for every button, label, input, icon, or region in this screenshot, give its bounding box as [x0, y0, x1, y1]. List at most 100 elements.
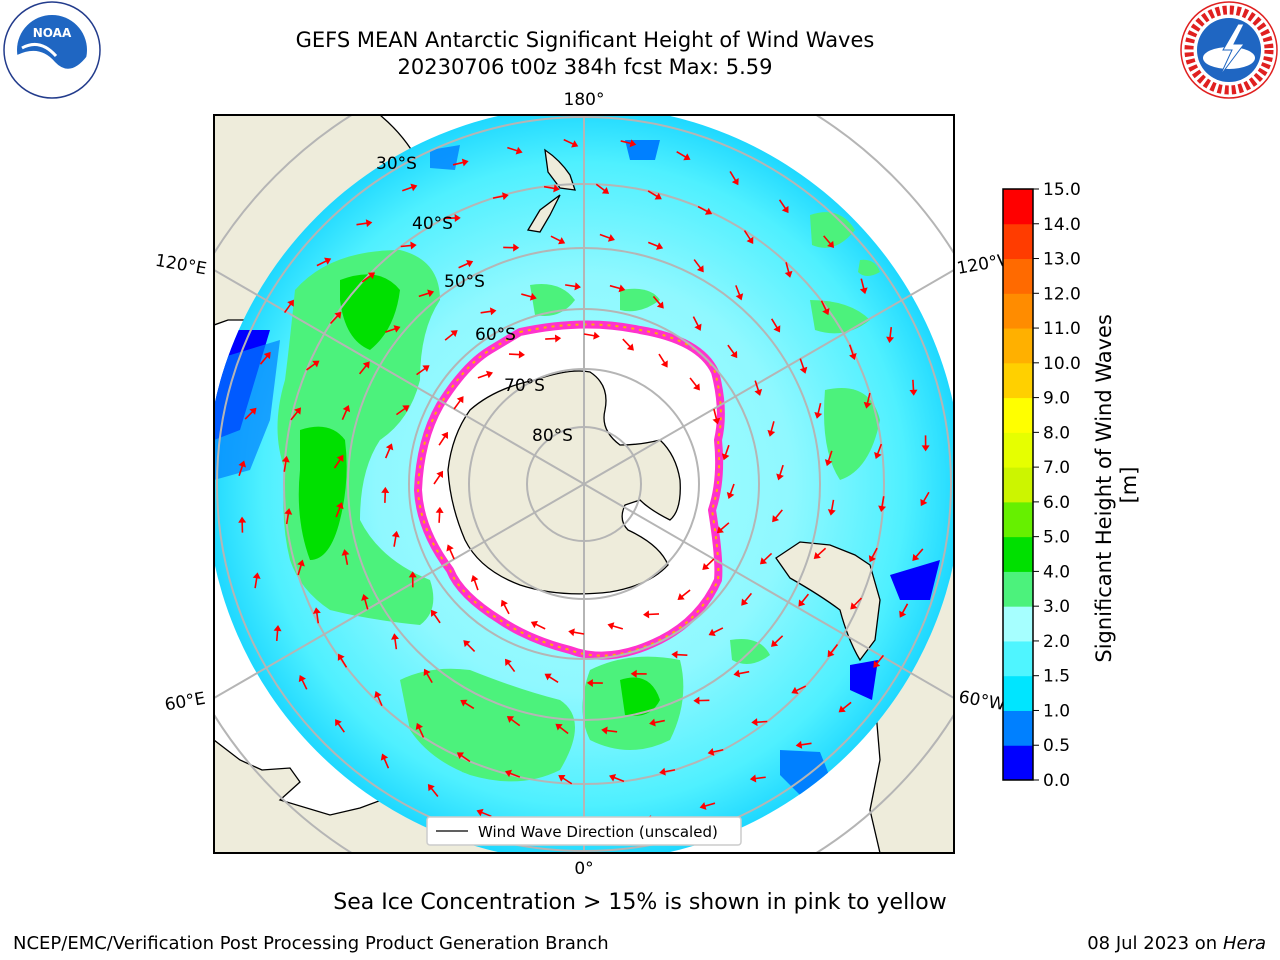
wind-wave-arrow	[652, 295, 662, 307]
colorbar-tick-label: 3.0	[1043, 597, 1070, 617]
wind-wave-arrowhead	[312, 607, 321, 614]
colorbar-tick-label: 15.0	[1043, 180, 1081, 200]
wind-wave-arrowhead	[607, 622, 615, 630]
wind-wave-arrowhead	[436, 470, 444, 479]
footer-date: 08 Jul 2023 on Hera	[1087, 933, 1266, 954]
wind-wave-arrowhead	[297, 559, 305, 567]
colorbar-tick-label: 13.0	[1043, 250, 1081, 270]
wind-wave-arrow	[912, 379, 915, 392]
wind-wave-arrowhead	[515, 146, 523, 155]
wind-wave-arrowhead	[781, 205, 789, 214]
wind-wave-arrowhead	[863, 401, 872, 409]
colorbar-block	[1003, 223, 1033, 260]
colorbar-block	[1003, 328, 1033, 364]
wind-wave-arrowhead	[912, 553, 920, 562]
wind-wave-arrowhead	[571, 140, 579, 148]
wind-wave-arrowhead	[850, 602, 858, 610]
colorbar-tick-label: 14.0	[1043, 215, 1081, 235]
wind-wave-arrowhead	[334, 311, 342, 319]
wind-wave-arrowhead	[814, 412, 823, 419]
wind-wave-arrowhead	[660, 360, 668, 368]
wind-wave-arrowhead	[410, 241, 417, 250]
wind-wave-arrow	[724, 444, 730, 457]
colorbar-block	[1003, 536, 1033, 572]
wind-wave-arrow	[875, 654, 885, 666]
wind-wave-arrowhead	[252, 572, 261, 579]
colorbar-block	[1003, 606, 1033, 642]
wind-wave-arrowhead	[568, 628, 575, 637]
wind-wave-arrowhead	[298, 674, 306, 683]
noaa-logo: NOAA	[3, 1, 101, 99]
wind-wave-arrowhead	[415, 722, 423, 731]
lon-label-0: 0°	[574, 859, 593, 879]
wind-wave-arrowhead	[791, 686, 799, 695]
wind-wave-arrow	[465, 642, 476, 652]
wind-wave-arrowhead	[771, 639, 779, 647]
wind-wave-arrowhead	[773, 325, 781, 333]
sea-ice-note: Sea Ice Concentration > 15% is shown in …	[333, 890, 947, 915]
wind-wave-arrows	[238, 138, 930, 830]
colorbar: 0.0 0.5 1.0 1.5 2.0 3.0 4.0 5.0 6.0 7.0 8.0 9.0 10.0…	[1002, 180, 1141, 791]
wind-wave-arrow	[719, 522, 730, 532]
wind-wave-arrowhead	[656, 301, 664, 309]
wind-wave-arrowhead	[238, 516, 247, 523]
wind-wave-arrow	[663, 769, 676, 773]
wind-wave-arrowhead	[859, 287, 868, 295]
wind-wave-arrowhead	[693, 383, 700, 391]
lon-label-60e: 60°E	[163, 689, 207, 716]
wind-wave-arrowhead	[391, 633, 399, 640]
wind-wave-arrow	[376, 694, 383, 707]
wind-wave-arrow	[509, 717, 521, 727]
wind-wave-arrowhead	[693, 696, 700, 705]
wind-wave-arrowhead	[423, 668, 431, 677]
wind-wave-arrowhead	[341, 549, 350, 556]
wind-wave-arrowhead	[365, 219, 373, 228]
wind-wave-arrowhead	[530, 620, 538, 629]
wind-wave-arrowhead	[920, 498, 928, 507]
wind-wave-arrowhead	[754, 388, 763, 396]
wind-wave-arrowhead	[456, 396, 464, 404]
footer-machine: Hera	[1222, 933, 1266, 954]
wind-wave-arrowhead	[784, 270, 793, 278]
wind-wave-arrowhead	[799, 366, 808, 374]
lat-label-60s: 60°S	[475, 325, 516, 345]
wind-wave-arrowhead	[336, 502, 344, 510]
colorbar-tick-label: 5.0	[1043, 528, 1070, 548]
colorbar-block	[1003, 189, 1033, 225]
colorbar-block	[1003, 432, 1033, 468]
wind-wave-arrowhead	[335, 719, 342, 727]
wind-wave-arrowhead	[878, 505, 887, 513]
wind-wave-arrowhead	[849, 352, 857, 360]
wind-wave-arrowhead	[441, 431, 448, 440]
map-legend: Wind Wave Direction (unscaled)	[426, 816, 742, 846]
wind-wave-arrow	[335, 505, 342, 518]
colorbar-tick-label: 0.0	[1043, 771, 1070, 791]
wind-wave-arrow	[382, 756, 390, 769]
lat-label-80s: 80°S	[532, 426, 573, 446]
wind-wave-arrowhead	[391, 530, 400, 538]
graticule	[214, 115, 954, 853]
wind-wave-arrowhead	[312, 360, 320, 368]
wind-wave-arrowhead	[402, 405, 410, 413]
wind-wave-arrowhead	[827, 240, 835, 249]
wind-wave-arrowhead	[707, 748, 715, 756]
wind-wave-arrowhead	[704, 207, 713, 215]
wind-wave-arrowhead	[410, 183, 418, 192]
wind-wave-arrowhead	[502, 192, 509, 201]
wind-wave-arrowhead	[427, 289, 435, 298]
colorbar-block	[1003, 571, 1033, 607]
wind-wave-arrowhead	[899, 610, 907, 618]
map-frame	[213, 114, 955, 854]
wind-wave-arrow	[463, 701, 475, 710]
wind-wave-arrowhead	[731, 177, 739, 186]
wind-wave-arrow	[785, 262, 790, 275]
wind-wave-arrowhead	[601, 726, 608, 735]
wind-wave-arrowhead	[518, 350, 525, 359]
wind-wave-arrowhead	[263, 351, 271, 360]
wind-wave-arrowhead	[476, 808, 484, 817]
lon-label-180: 180°	[564, 90, 605, 110]
wind-wave-arrowhead	[337, 653, 345, 661]
wind-wave-arrowhead	[361, 593, 369, 601]
wind-wave-arrowhead	[730, 350, 738, 359]
wind-wave-arrow	[870, 547, 878, 560]
